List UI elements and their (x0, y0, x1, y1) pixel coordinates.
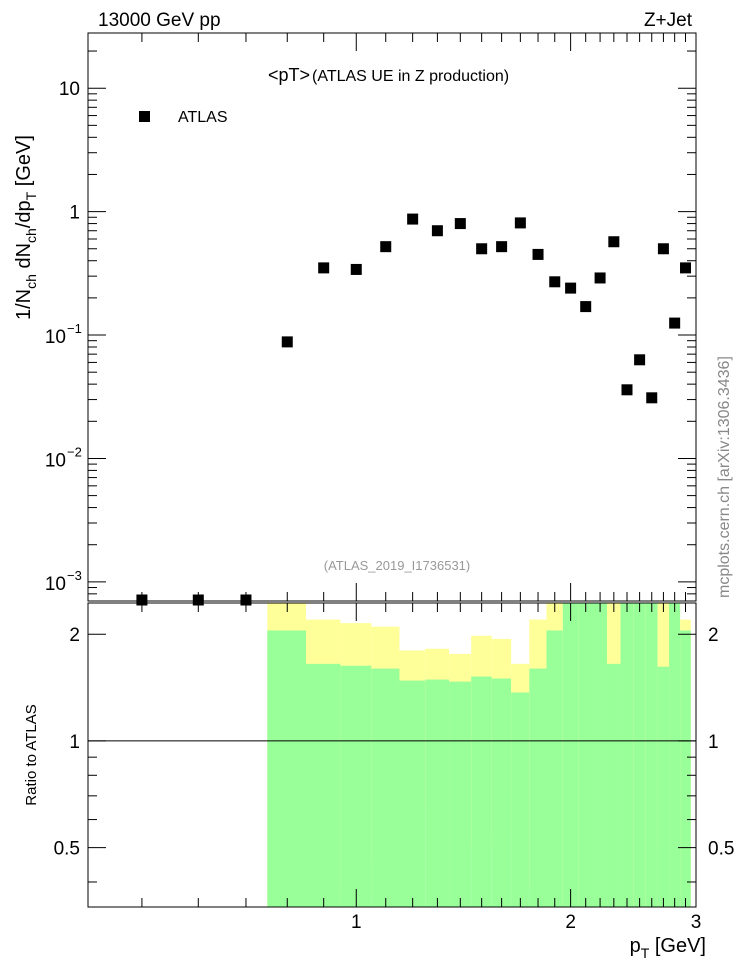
data-point (407, 213, 419, 225)
data-point (580, 301, 592, 313)
ratio-inner-band (578, 603, 593, 907)
data-point (646, 392, 658, 404)
ratio-inner-band (449, 681, 472, 907)
data-point (192, 594, 204, 606)
ratio-x-tick-labels: 1 2 3 (351, 912, 701, 933)
ratio-ticks (88, 603, 697, 907)
main-y-axis-label: 1/Nch dNch/dpT [GeV] (13, 135, 39, 320)
data-point (669, 317, 681, 329)
data-point (380, 241, 392, 253)
data-point (454, 218, 466, 230)
data-point (496, 241, 508, 253)
main-frame (87, 32, 697, 602)
main-markers (136, 213, 692, 606)
ratio-inner-band (607, 663, 621, 907)
data-point (281, 336, 293, 348)
ratio-bands (267, 603, 691, 907)
ratio-inner-band (592, 603, 608, 907)
ratio-inner-band (645, 603, 658, 907)
y-tick-label-exponent: −1 (67, 321, 82, 336)
x-axis-label: pT [GeV] (630, 935, 706, 961)
data-point (680, 262, 692, 274)
data-point (594, 272, 606, 284)
ratio-y-tick-label: 0.5 (54, 839, 80, 860)
y-tick-label: 1 (69, 203, 80, 224)
ratio-inner-band (371, 668, 400, 907)
y-tick-label-exponent: −2 (67, 444, 82, 459)
data-point (476, 243, 488, 255)
process-label: Z+Jet (644, 10, 693, 31)
data-point (240, 594, 252, 606)
ratio-y-tick-label-right: 0.5 (708, 839, 734, 860)
ratio-y-tick-label: 1 (69, 732, 80, 753)
legend-marker (139, 111, 150, 122)
y-tick-label-exponent: −3 (67, 568, 82, 583)
ratio-y-tick-label-right: 1 (708, 732, 719, 753)
y-tick-label: 10 (59, 79, 80, 100)
ratio-y-tick-labels: 0.5 0.5 1 1 2 2 (54, 625, 735, 859)
y-tick-label: 10 (45, 327, 66, 348)
ratio-inner-band (399, 680, 426, 907)
ratio-inner-band (491, 678, 512, 907)
ratio-inner-band (562, 603, 579, 907)
ratio-inner-band (425, 679, 450, 907)
chart-title-main: <pT> (268, 65, 310, 85)
ratio-inner-band (620, 603, 634, 907)
ratio-inner-band (511, 692, 530, 907)
main-panel: <pT> (ATLAS UE in Z production) ATLAS (A… (13, 32, 697, 606)
data-point (431, 225, 443, 237)
data-point (657, 243, 669, 255)
data-point (514, 217, 526, 229)
ratio-frame (87, 602, 697, 908)
source-watermark: mcplots.cern.ch [arXiv:1306.3436] (716, 356, 733, 598)
ratio-inner-band (340, 665, 372, 907)
ratio-inner-band (529, 668, 547, 907)
main-ticks (88, 33, 697, 602)
y-tick-label: 10 (45, 450, 66, 471)
legend-label: ATLAS (178, 109, 228, 126)
energy-label: 13000 GeV pp (98, 10, 221, 31)
x-tick-label: 2 (565, 912, 576, 933)
data-point (634, 354, 646, 366)
data-point (608, 236, 620, 248)
ratio-inner-band (546, 630, 563, 907)
data-point (549, 276, 561, 288)
ratio-inner-band (471, 676, 492, 907)
ratio-inner-band (680, 630, 691, 907)
data-point (621, 384, 633, 396)
ratio-inner-band (633, 603, 646, 907)
ratio-y-axis-label: Ratio to ATLAS (23, 704, 40, 805)
ratio-inner-band (657, 666, 670, 907)
analysis-label: (ATLAS_2019_I1736531) (324, 558, 470, 573)
y-tick-label: 10 (45, 574, 66, 595)
ratio-inner-band (669, 603, 681, 907)
chart-title-sub: (ATLAS UE in Z production) (312, 68, 509, 85)
data-point (318, 262, 330, 274)
data-point (532, 248, 544, 260)
ratio-inner-band (306, 663, 341, 907)
x-tick-label: 3 (691, 912, 702, 933)
data-point (136, 594, 148, 606)
ratio-inner-band (267, 630, 307, 907)
x-tick-label: 1 (351, 912, 362, 933)
ratio-panel: 0.5 0.5 1 1 2 2 1 2 3 Ratio to ATLAS pT [GeV] (23, 602, 735, 961)
ratio-y-tick-label: 2 (69, 625, 80, 646)
data-point (350, 263, 362, 275)
ratio-y-tick-label-right: 2 (708, 625, 719, 646)
data-point (565, 282, 577, 294)
